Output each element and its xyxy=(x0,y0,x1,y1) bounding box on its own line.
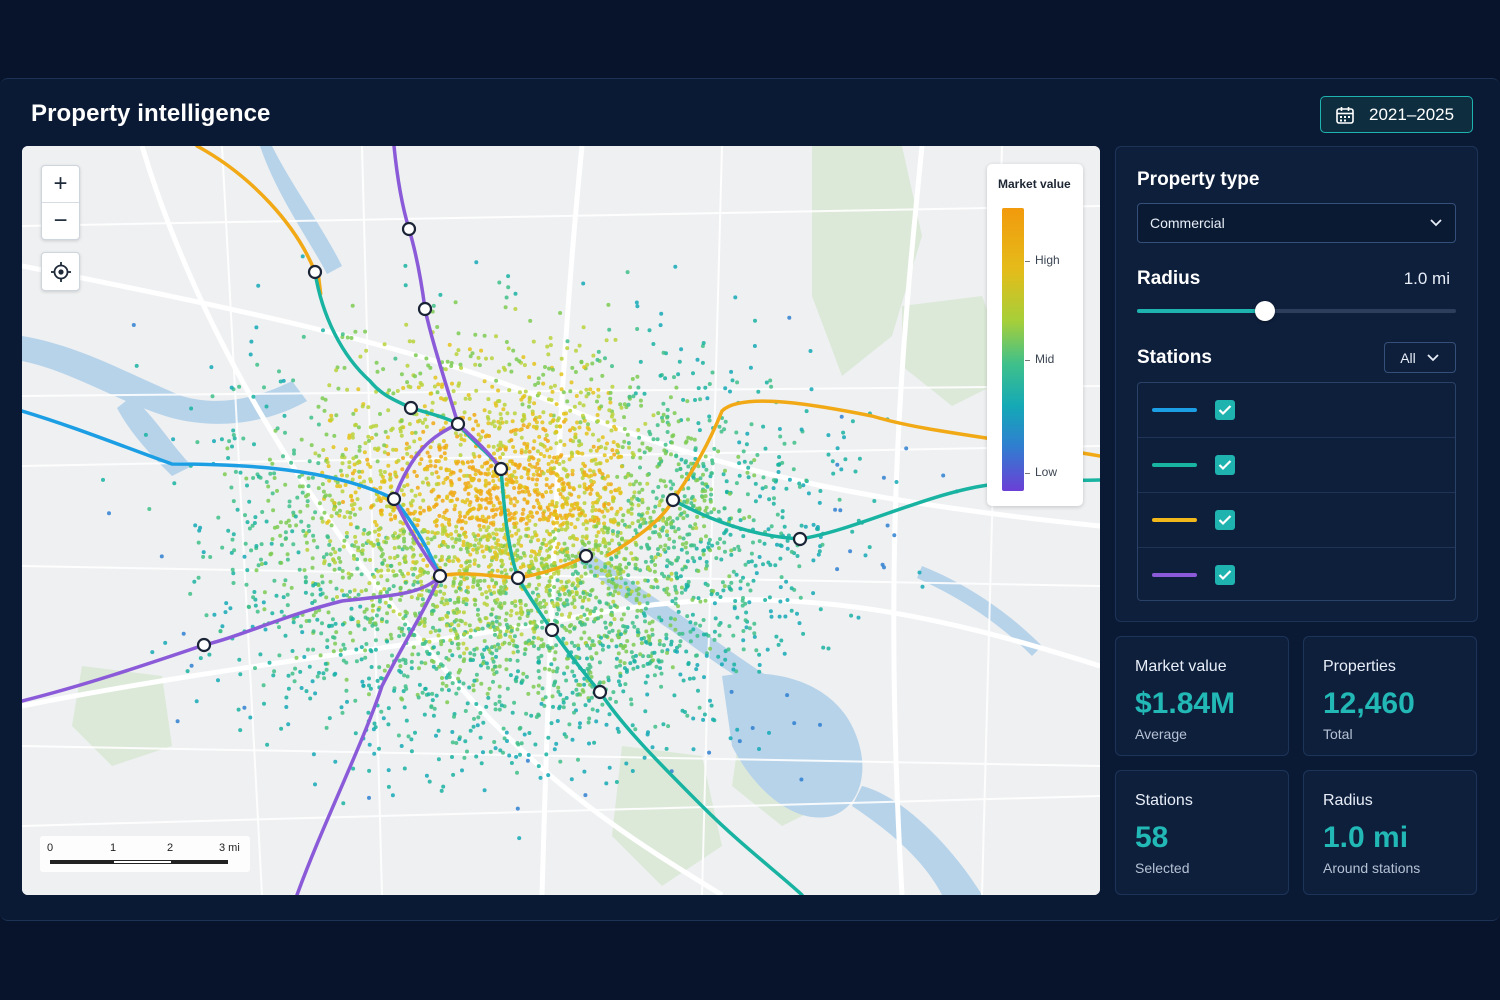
stations-list xyxy=(1137,382,1456,601)
scale-label-2: 2 xyxy=(167,842,174,854)
stat-label: Radius xyxy=(1323,792,1373,809)
stat-sub: Selected xyxy=(1135,860,1190,876)
radius-value: 1.0 mi xyxy=(1403,269,1450,288)
legend-label-mid: Mid xyxy=(1035,352,1055,366)
scale-label-0: 0 xyxy=(47,842,54,854)
station-marker[interactable] xyxy=(432,568,448,584)
station-marker[interactable] xyxy=(592,684,608,700)
station-marker[interactable] xyxy=(307,264,323,280)
scale-label-3: 3 mi xyxy=(219,842,240,854)
slider-thumb[interactable] xyxy=(1254,301,1275,321)
stat-card-market-value: Market value $1.84M Average xyxy=(1115,636,1289,756)
page-title: Property intelligence xyxy=(31,100,271,127)
property-type-select[interactable]: Commercial xyxy=(1137,203,1456,243)
station-line-checkbox[interactable] xyxy=(1215,400,1235,420)
stat-sub: Average xyxy=(1135,726,1187,742)
station-marker[interactable] xyxy=(403,400,419,416)
scale-label-1: 1 xyxy=(110,842,117,854)
station-marker[interactable] xyxy=(401,221,417,237)
station-line-row[interactable] xyxy=(1138,548,1455,602)
stat-value: 58 xyxy=(1135,821,1169,854)
market-value-legend: Market value High Mid Low xyxy=(987,164,1083,506)
date-range-label: 2021–2025 xyxy=(1369,104,1455,124)
stations-filter-dropdown[interactable]: All xyxy=(1384,342,1456,373)
calendar-icon xyxy=(1336,106,1354,124)
map-base-layer xyxy=(22,146,1100,895)
slider-fill xyxy=(1137,309,1265,313)
station-marker[interactable] xyxy=(386,491,402,507)
property-points xyxy=(101,254,959,841)
station-marker[interactable] xyxy=(665,492,681,508)
check-icon xyxy=(1218,460,1232,471)
stat-value: $1.84M xyxy=(1135,687,1236,720)
zoom-in-button[interactable]: + xyxy=(42,166,79,203)
zoom-out-button[interactable]: − xyxy=(42,203,79,239)
legend-tick-high xyxy=(1025,261,1030,262)
property-type-value: Commercial xyxy=(1150,215,1225,231)
line-color-swatch xyxy=(1152,573,1197,577)
map-scale-bar: 0 1 2 3 mi xyxy=(40,836,250,872)
stat-sub: Around stations xyxy=(1323,860,1421,876)
station-line-checkbox[interactable] xyxy=(1215,510,1235,530)
station-line-row[interactable] xyxy=(1138,493,1455,548)
stat-label: Market value xyxy=(1135,658,1227,675)
minus-icon: − xyxy=(53,207,68,234)
legend-tick-low xyxy=(1025,473,1030,474)
stat-label: Stations xyxy=(1135,792,1193,809)
station-line-checkbox[interactable] xyxy=(1215,565,1235,585)
station-line-row[interactable] xyxy=(1138,438,1455,493)
legend-title: Market value xyxy=(998,177,1071,191)
station-marker[interactable] xyxy=(196,637,212,653)
line-color-swatch xyxy=(1152,518,1197,522)
legend-tick-mid xyxy=(1025,360,1030,361)
stations-heading: Stations xyxy=(1137,347,1212,368)
station-line-row[interactable] xyxy=(1138,383,1455,438)
station-line-checkbox[interactable] xyxy=(1215,455,1235,475)
stat-card-stations: Stations 58 Selected xyxy=(1115,770,1289,895)
station-marker[interactable] xyxy=(792,531,808,547)
station-marker[interactable] xyxy=(510,570,526,586)
check-icon xyxy=(1218,405,1232,416)
legend-label-low: Low xyxy=(1035,465,1058,479)
line-color-swatch xyxy=(1152,408,1197,412)
stat-label: Properties xyxy=(1323,658,1396,675)
stat-value: 12,460 xyxy=(1323,687,1415,720)
radius-slider[interactable] xyxy=(1137,299,1456,323)
station-marker[interactable] xyxy=(544,622,560,638)
property-type-heading: Property type xyxy=(1137,169,1260,190)
stat-card-properties: Properties 12,460 Total xyxy=(1303,636,1477,756)
chevron-down-icon xyxy=(1427,353,1439,361)
stations-filter-value: All xyxy=(1400,349,1416,366)
slider-track xyxy=(1137,309,1456,313)
check-icon xyxy=(1218,515,1232,526)
station-marker[interactable] xyxy=(417,301,433,317)
line-color-swatch xyxy=(1152,463,1197,467)
stat-card-radius: Radius 1.0 mi Around stations xyxy=(1303,770,1477,895)
map-view[interactable]: + − Market value High Mid Low 0 1 2 3 mi xyxy=(22,146,1100,895)
station-marker[interactable] xyxy=(493,461,509,477)
check-icon xyxy=(1218,570,1232,581)
stat-value: 1.0 mi xyxy=(1323,821,1409,854)
station-markers xyxy=(196,221,808,700)
filter-panel: Property type Commercial Radius 1.0 mi S… xyxy=(1115,146,1478,622)
legend-color-ramp xyxy=(1002,208,1024,491)
transit-line-blue xyxy=(22,409,442,578)
station-marker[interactable] xyxy=(450,416,466,432)
zoom-control: + − xyxy=(41,165,80,240)
chevron-down-icon xyxy=(1430,219,1442,227)
station-marker[interactable] xyxy=(578,548,594,564)
date-range-button[interactable]: 2021–2025 xyxy=(1320,96,1473,133)
locate-button[interactable] xyxy=(41,252,80,291)
scale-line xyxy=(50,860,228,864)
crosshair-icon xyxy=(50,261,71,282)
stat-sub: Total xyxy=(1323,726,1353,742)
legend-label-high: High xyxy=(1035,253,1060,267)
plus-icon: + xyxy=(53,170,68,197)
radius-heading: Radius xyxy=(1137,268,1201,289)
